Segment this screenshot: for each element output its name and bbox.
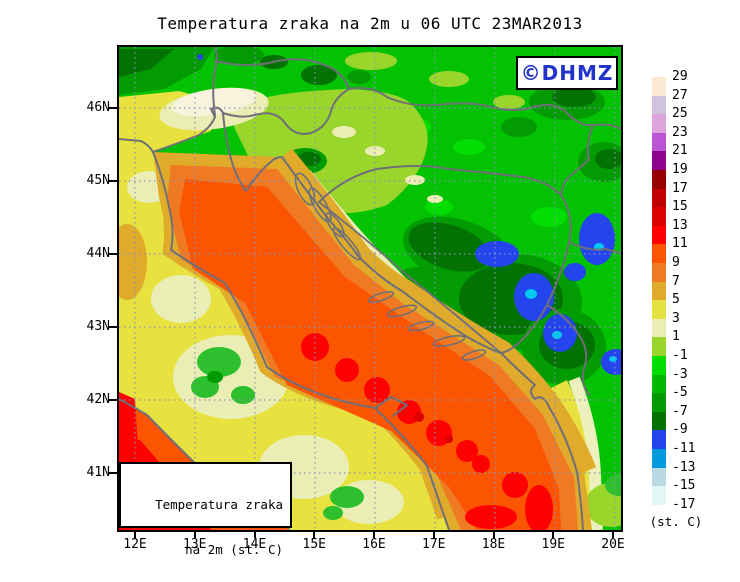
legend-swatch-13 bbox=[652, 225, 666, 245]
lon-label-16E: 16E bbox=[362, 537, 386, 552]
legend-swatch--11 bbox=[652, 449, 666, 468]
legend-label--7: -7 bbox=[672, 403, 688, 419]
lat-label-45N: 45N bbox=[86, 173, 110, 188]
legend-unit-label: (st. C) bbox=[649, 514, 703, 529]
legend-label--1: -1 bbox=[672, 348, 688, 363]
lat-label-46N: 46N bbox=[86, 100, 110, 115]
legend-label--13: -13 bbox=[672, 459, 696, 475]
legend-swatch-9 bbox=[652, 263, 666, 282]
legend-label--3: -3 bbox=[672, 366, 688, 382]
legend-label-15: 15 bbox=[672, 199, 688, 215]
info-line-level: na 2m (st. C) bbox=[185, 542, 283, 557]
map-frame: ©DHMZ Temperatura zraka na 2m (st. C) st… bbox=[117, 45, 623, 557]
legend-label-13: 13 bbox=[672, 217, 688, 233]
legend-label-27: 27 bbox=[672, 87, 688, 103]
lon-tick bbox=[492, 532, 495, 538]
temperature-map-canvas bbox=[119, 47, 621, 530]
legend-swatch-25 bbox=[652, 114, 666, 134]
dhmz-watermark-text: ©DHMZ bbox=[520, 61, 614, 85]
legend-swatch--13 bbox=[652, 467, 666, 487]
legend-swatch-17 bbox=[652, 188, 666, 208]
legend-swatch-3 bbox=[652, 318, 666, 338]
lon-label-20E: 20E bbox=[601, 537, 625, 552]
island-outlines bbox=[294, 172, 487, 361]
legend-swatch-5 bbox=[652, 300, 666, 320]
forecast-info-box: Temperatura zraka na 2m (st. C) start 00… bbox=[119, 462, 292, 557]
lon-tick bbox=[552, 532, 555, 538]
legend-swatch--9 bbox=[652, 430, 666, 450]
legend-swatch-1 bbox=[652, 337, 666, 357]
legend-swatch-7 bbox=[652, 281, 666, 301]
legend-label-1: 1 bbox=[672, 329, 680, 345]
grid-lines bbox=[119, 47, 621, 530]
legend-label-9: 9 bbox=[672, 255, 680, 270]
lat-label-41N: 41N bbox=[86, 465, 110, 480]
lon-label-18E: 18E bbox=[481, 537, 506, 552]
color-legend: 29 27 25 23 21 19 17 15 13 11 9 7 5 3 1 -1 -3 -5 -7 -9 -11 -1… bbox=[652, 69, 740, 537]
legend-label-3: 3 bbox=[672, 310, 680, 326]
legend-label-25: 25 bbox=[672, 106, 688, 122]
info-line-variable: Temperatura zraka bbox=[155, 497, 283, 512]
legend-swatch--7 bbox=[652, 411, 666, 431]
legend-label--17: -17 bbox=[672, 496, 696, 512]
legend-label-17: 17 bbox=[672, 180, 688, 196]
legend-swatch-23 bbox=[652, 132, 666, 152]
legend-label-29: 29 bbox=[672, 69, 688, 84]
lat-label-44N: 44N bbox=[86, 246, 110, 261]
legend-swatch-27 bbox=[652, 95, 666, 115]
legend-swatch-19 bbox=[652, 170, 666, 189]
page-title: Temperatura zraka na 2m u 06 UTC 23MAR20… bbox=[157, 14, 583, 33]
lon-tick bbox=[373, 532, 375, 538]
dhmz-watermark-box: ©DHMZ bbox=[516, 56, 618, 90]
legend-label-5: 5 bbox=[672, 292, 680, 308]
legend-label-7: 7 bbox=[672, 273, 680, 289]
legend-swatch-21 bbox=[652, 151, 666, 171]
legend-label--15: -15 bbox=[672, 478, 696, 494]
legend-swatch--1 bbox=[652, 356, 666, 375]
legend-label--11: -11 bbox=[672, 441, 696, 456]
legend-swatch-11 bbox=[652, 244, 666, 264]
lat-label-43N: 43N bbox=[86, 319, 110, 334]
legend-swatch--3 bbox=[652, 374, 666, 394]
legend-swatch--5 bbox=[652, 393, 666, 413]
legend-swatch-29 bbox=[652, 77, 666, 96]
lon-label-15E: 15E bbox=[302, 537, 326, 552]
lat-label-42N: 42N bbox=[86, 392, 110, 407]
legend-label-19: 19 bbox=[672, 162, 688, 177]
temperature-fill-regions bbox=[119, 47, 621, 530]
legend-label-23: 23 bbox=[672, 124, 688, 140]
legend-swatch--15 bbox=[652, 486, 666, 506]
legend-swatch--17 bbox=[652, 504, 666, 524]
legend-swatch-15 bbox=[652, 207, 666, 227]
legend-label--9: -9 bbox=[672, 422, 688, 438]
legend-label--5: -5 bbox=[672, 385, 688, 401]
lon-label-17E: 17E bbox=[422, 537, 446, 552]
lon-label-19E: 19E bbox=[541, 537, 565, 552]
lon-tick bbox=[313, 532, 316, 538]
legend-label-21: 21 bbox=[672, 143, 688, 159]
legend-label-11: 11 bbox=[672, 236, 688, 252]
lon-tick bbox=[432, 532, 435, 538]
lon-tick bbox=[612, 532, 614, 538]
